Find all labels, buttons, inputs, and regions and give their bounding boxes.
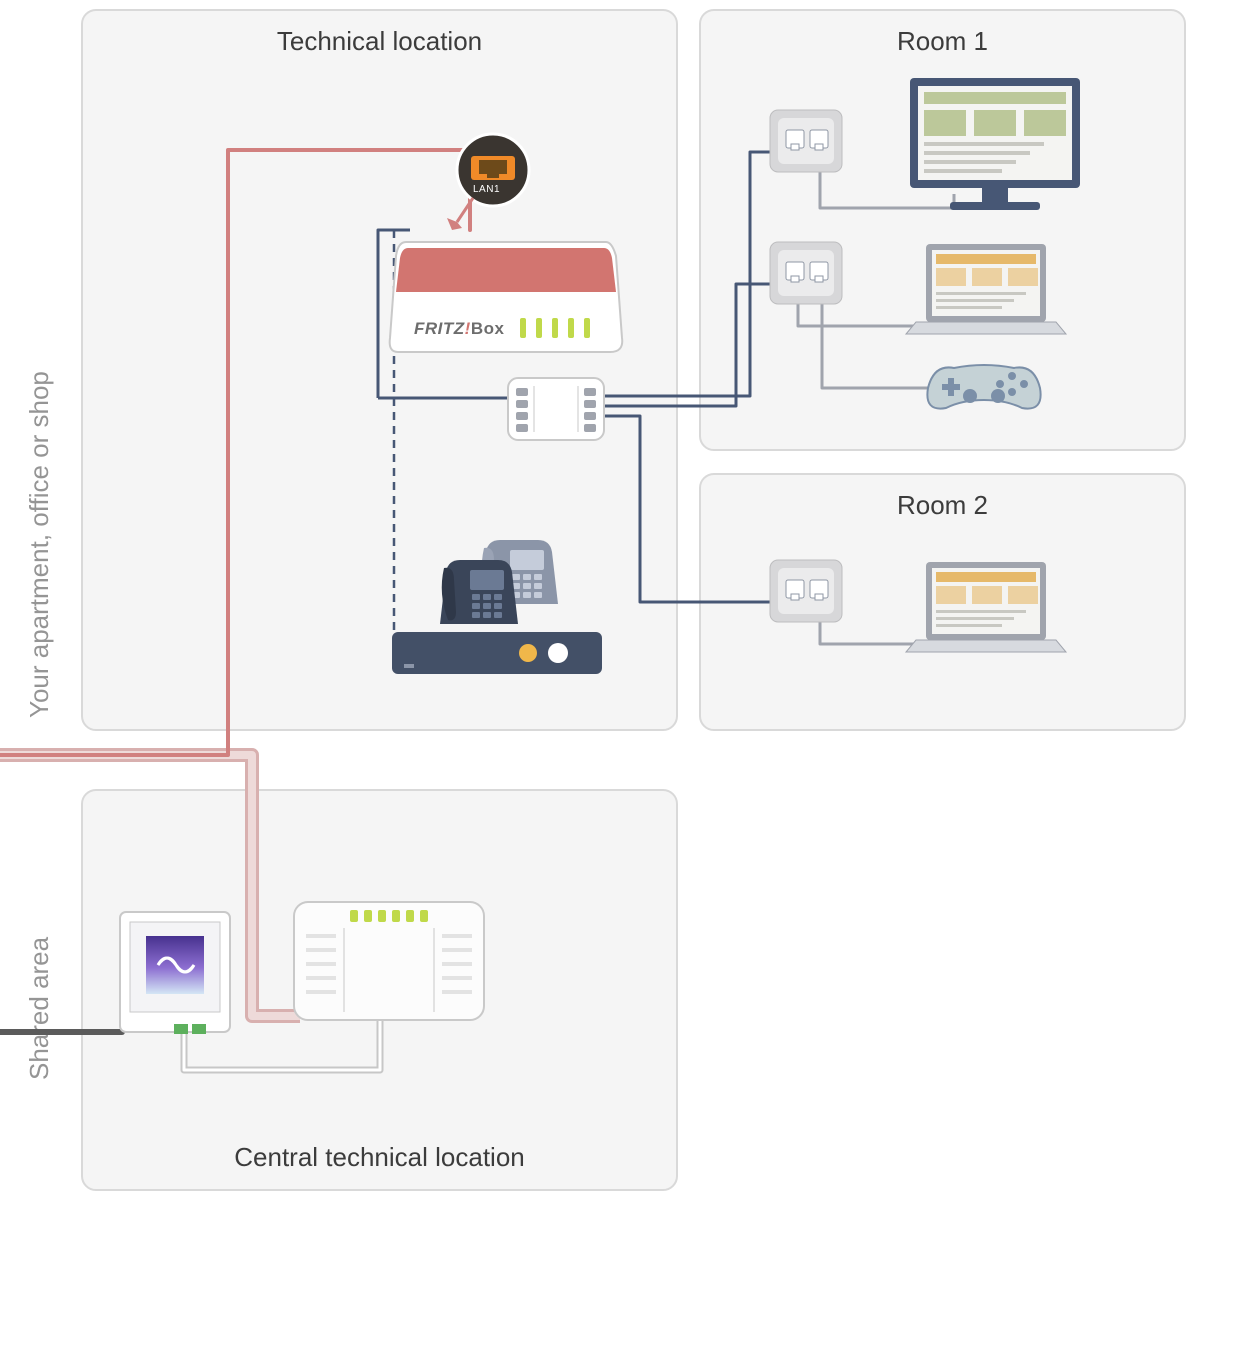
modem-device (294, 902, 484, 1020)
wall-socket-room1-b (770, 242, 842, 304)
network-switch (508, 378, 604, 440)
desk-phone (440, 560, 518, 624)
title-room-1: Room 1 (897, 26, 988, 56)
router-fritzbox: FRITZ!Box (390, 242, 623, 352)
laptop-room2 (906, 562, 1066, 652)
router-brand-text: FRITZ!Box (414, 319, 504, 338)
laptop-room1 (906, 244, 1066, 334)
title-room-2: Room 2 (897, 490, 988, 520)
wall-socket-room2 (770, 560, 842, 622)
title-technical-location: Technical location (277, 26, 482, 56)
wall-socket-room1-a (770, 110, 842, 172)
ont-fiber-box (120, 912, 230, 1034)
lan-port-label: LAN1 (473, 184, 500, 195)
title-central-location: Central technical location (234, 1142, 525, 1172)
set-top-box (392, 632, 602, 674)
zone-label-upper: Your apartment, office or shop (24, 371, 54, 718)
zone-label-lower: Shared area (24, 936, 54, 1080)
